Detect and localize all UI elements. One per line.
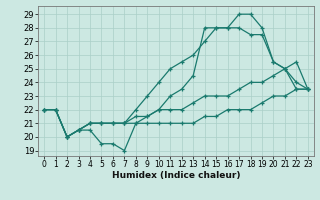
- X-axis label: Humidex (Indice chaleur): Humidex (Indice chaleur): [112, 171, 240, 180]
